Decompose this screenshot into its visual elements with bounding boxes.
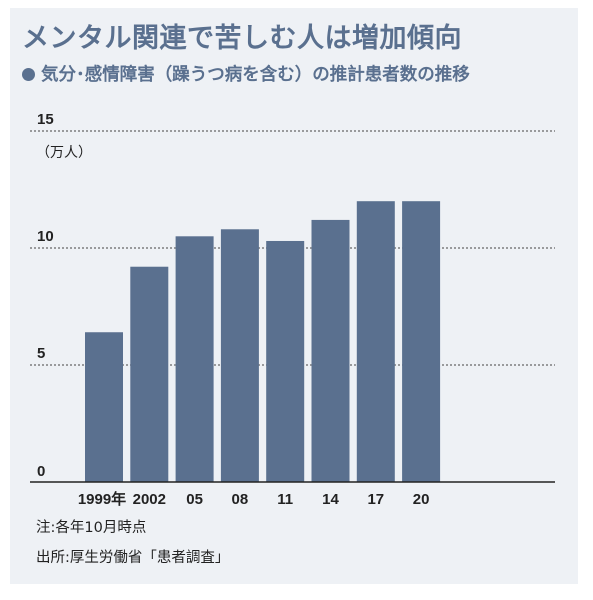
bar <box>356 201 395 482</box>
x-tick-label: 11 <box>277 491 293 508</box>
y-unit-label: （万人） <box>36 145 92 161</box>
bar <box>85 332 123 482</box>
chart-subtitle-text: 気分･感情障害（躁うつ病を含む）の推計患者数の推移 <box>41 65 470 85</box>
bar <box>266 240 305 482</box>
x-tick-label: 2002 <box>133 491 166 508</box>
footnote: 注:各年10月時点 <box>36 520 147 536</box>
x-tick-label: 17 <box>367 491 384 508</box>
x-tick-label: 08 <box>232 491 249 508</box>
x-tick-label: 20 <box>413 491 430 508</box>
bullet-dot-icon <box>22 68 35 81</box>
x-axis-labels: 1999年 2002 05 08 11 14 17 20 <box>78 490 430 508</box>
bar <box>130 266 169 482</box>
source-note: 出所:厚生労働省「患者調査」 <box>36 550 230 566</box>
bar <box>220 229 259 482</box>
chart-subtitle: 気分･感情障害（躁うつ病を含む）の推計患者数の推移 <box>22 61 470 86</box>
bar <box>402 201 441 482</box>
x-tick-label: 1999年 <box>78 490 126 508</box>
y-tick-label: 10 <box>37 228 54 245</box>
y-tick-label: 5 <box>37 345 45 362</box>
gridlines <box>30 130 555 366</box>
bar <box>311 219 350 483</box>
y-axis-ticks: 0 5 10 15 <box>37 111 54 480</box>
x-tick-label: 05 <box>186 491 203 508</box>
y-tick-label: 0 <box>37 463 45 480</box>
bars <box>85 201 441 483</box>
chart-title: メンタル関連で苦しむ人は増加傾向 <box>22 23 462 54</box>
x-tick-label: 14 <box>322 491 339 508</box>
y-tick-label: 15 <box>37 111 54 128</box>
bar <box>175 236 214 482</box>
